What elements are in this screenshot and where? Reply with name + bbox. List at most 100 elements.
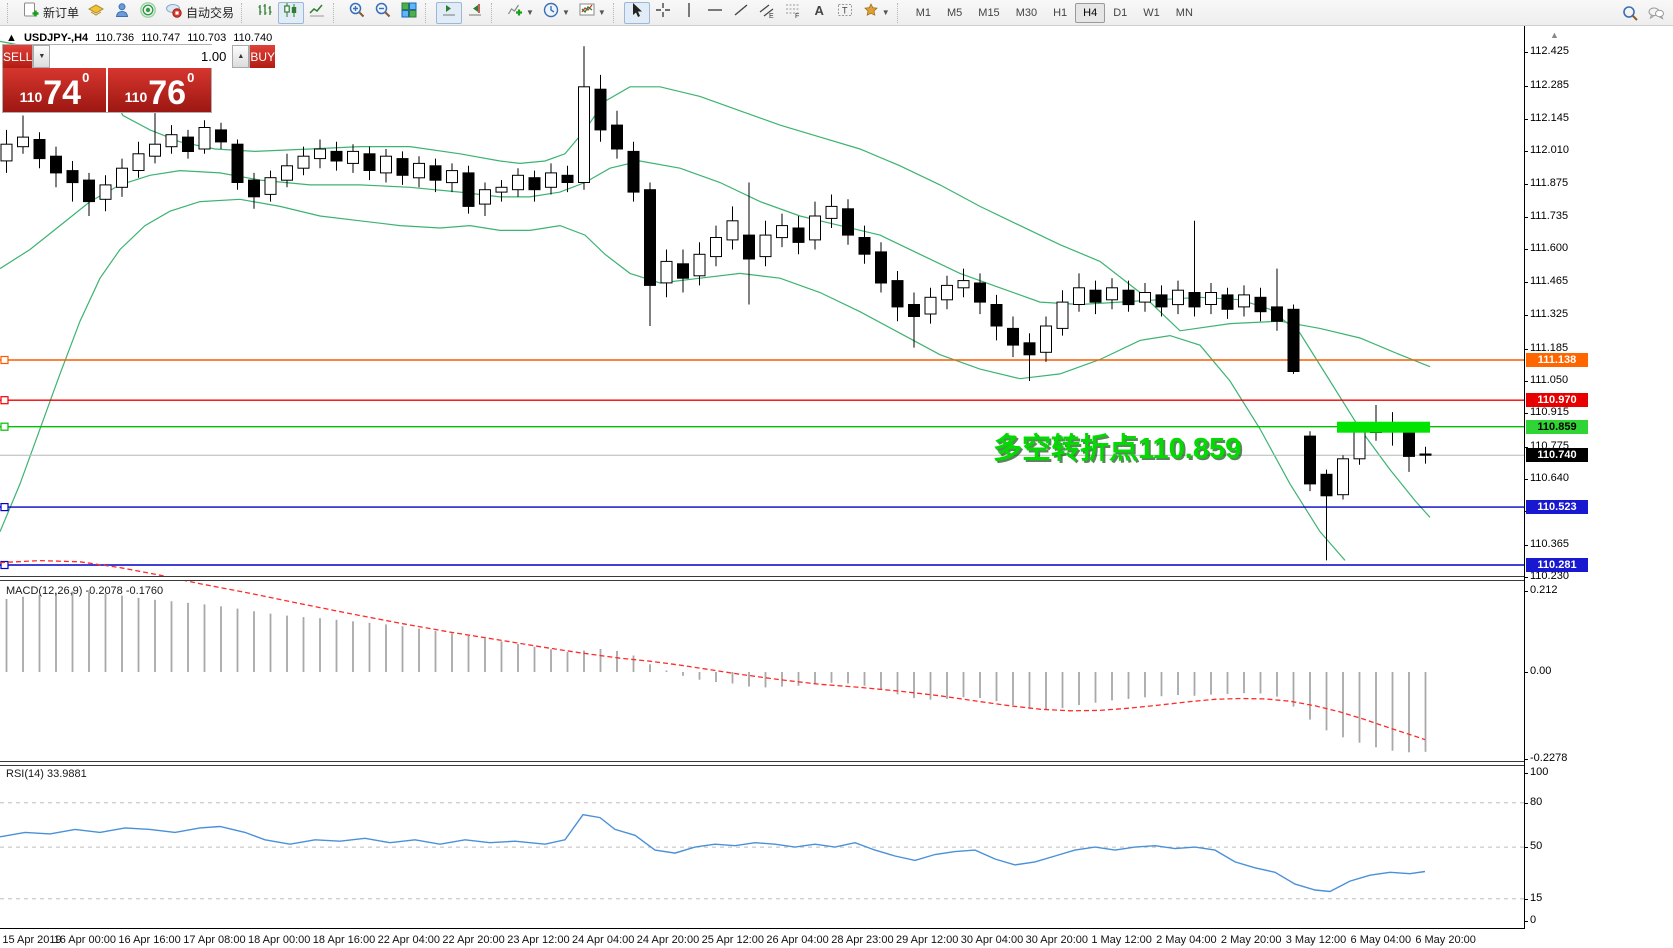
hline-anchor-handle[interactable] bbox=[0, 422, 9, 431]
sell-button[interactable]: SELL bbox=[3, 45, 33, 68]
collapse-marker-icon[interactable]: ▲ bbox=[6, 32, 17, 44]
zoom-in-button[interactable] bbox=[344, 2, 370, 24]
price-chart-canvas bbox=[0, 40, 1524, 900]
one-click-trading-panel: SELL ▼ ▲ BUY 110 74 0 110 76 0 bbox=[2, 44, 276, 113]
zoom-out-icon bbox=[374, 1, 392, 24]
search-button[interactable] bbox=[1617, 2, 1643, 24]
candle-bearish bbox=[248, 179, 260, 198]
new-order-button[interactable]: 新订单 bbox=[18, 2, 83, 24]
signal-icon bbox=[139, 1, 157, 24]
timeframe-button-m5[interactable]: M5 bbox=[947, 6, 963, 19]
svg-text:T: T bbox=[842, 6, 848, 16]
label-button[interactable]: T bbox=[832, 2, 858, 24]
layers-button[interactable] bbox=[83, 2, 109, 24]
tile-windows-button[interactable] bbox=[396, 2, 422, 24]
crosshair-button[interactable] bbox=[650, 2, 676, 24]
bollinger-upper-band bbox=[0, 40, 1431, 368]
fibo-button[interactable]: F bbox=[780, 2, 806, 24]
dropdown-arrow-icon[interactable]: ▼ bbox=[881, 8, 890, 17]
candle-bullish bbox=[825, 205, 838, 219]
rsi-line bbox=[0, 813, 1426, 893]
candle-bullish bbox=[1139, 292, 1151, 303]
buy-price[interactable]: 110 76 0 bbox=[108, 68, 211, 112]
zoom-out-button[interactable] bbox=[370, 2, 396, 24]
channel-button[interactable]: E bbox=[754, 2, 780, 24]
axis-tick-label: 0.00 bbox=[1530, 665, 1552, 677]
hline-anchor-handle[interactable] bbox=[0, 560, 9, 570]
volume-decrease-button[interactable]: ▼ bbox=[33, 45, 51, 68]
buy-price-base: 110 bbox=[124, 89, 148, 105]
current-price-badge: 110.740 bbox=[1526, 448, 1588, 463]
sell-price[interactable]: 110 74 0 bbox=[3, 68, 106, 112]
rsi-pane-divider[interactable] bbox=[0, 761, 1524, 766]
time-axis-label: 15 Apr 2019 bbox=[2, 934, 62, 946]
timeframe-button-m15[interactable]: M15 bbox=[978, 6, 1000, 19]
timeframe-button-mn[interactable]: MN bbox=[1175, 6, 1193, 19]
ohlc-close: 110.740 bbox=[233, 32, 273, 44]
svg-text:A: A bbox=[814, 3, 824, 18]
profile-button[interactable] bbox=[109, 2, 135, 24]
price-axis-border bbox=[1524, 26, 1525, 929]
candle-bullish bbox=[957, 280, 970, 289]
trendline-button[interactable] bbox=[728, 2, 754, 24]
chart-bars-button[interactable] bbox=[252, 2, 278, 24]
time-scale[interactable]: 15 Apr 2019 16 Apr 00:00 16 Apr 16:00 17 Ap… bbox=[0, 930, 1673, 948]
chat-button[interactable] bbox=[1643, 2, 1669, 24]
shapes-button[interactable]: ▼ bbox=[858, 2, 894, 24]
auto-scroll-icon bbox=[440, 1, 458, 24]
vline-button[interactable] bbox=[676, 2, 702, 24]
hline-anchor-handle[interactable] bbox=[0, 355, 9, 365]
candle-bullish bbox=[446, 170, 458, 184]
axis-tick bbox=[1524, 590, 1528, 592]
chart-area[interactable]: ▲ USDJPY-,H4 110.736 110.747 110.703 110… bbox=[0, 26, 1673, 948]
buy-button[interactable]: BUY bbox=[250, 45, 276, 68]
dropdown-arrow-icon[interactable]: ▼ bbox=[526, 8, 534, 17]
profile-icon bbox=[113, 1, 131, 24]
autotrade-button[interactable]: 自动交易 bbox=[161, 2, 238, 24]
candle-bearish bbox=[974, 282, 986, 303]
chart-candles-button[interactable] bbox=[278, 1, 305, 24]
green-highlight-rectangle[interactable] bbox=[1337, 421, 1430, 433]
time-axis-label: 2 May 20:00 bbox=[1220, 934, 1282, 946]
timeframe-button-w1[interactable]: W1 bbox=[1143, 6, 1160, 19]
chart-shift-button[interactable] bbox=[462, 2, 488, 24]
autotrade-icon bbox=[165, 1, 183, 24]
volume-input[interactable] bbox=[50, 45, 233, 68]
timeframe-button-h4[interactable]: H4 bbox=[1075, 2, 1106, 23]
dropdown-arrow-icon[interactable]: ▼ bbox=[597, 8, 606, 17]
time-axis-label: 3 May 12:00 bbox=[1285, 934, 1347, 946]
candle-bearish bbox=[429, 165, 442, 181]
timeframe-button-m1[interactable]: M1 bbox=[915, 6, 931, 19]
text-button[interactable]: A bbox=[806, 2, 832, 24]
volume-increase-button[interactable]: ▲ bbox=[232, 45, 250, 68]
candle-bearish bbox=[891, 280, 904, 308]
axis-tick-label: 111.600 bbox=[1530, 242, 1569, 255]
scroll-to-end-marker[interactable]: ▲ bbox=[1550, 30, 1559, 40]
hline-anchor-handle[interactable] bbox=[0, 503, 9, 512]
candle-bearish bbox=[875, 251, 887, 284]
templates-button[interactable]: ▼ bbox=[574, 2, 610, 24]
hline-button[interactable] bbox=[702, 2, 728, 24]
signal-button[interactable] bbox=[135, 2, 161, 24]
axis-tick-label: 111.325 bbox=[1530, 308, 1569, 321]
turning-point-annotation[interactable]: 多空转折点110.859 bbox=[993, 433, 1242, 465]
hline-anchor-handle[interactable] bbox=[0, 396, 9, 405]
toolbar-separator bbox=[896, 2, 904, 23]
cursor-button[interactable] bbox=[623, 1, 650, 24]
time-axis-label: 18 Apr 16:00 bbox=[312, 934, 376, 946]
dropdown-arrow-icon[interactable]: ▼ bbox=[561, 8, 570, 17]
templates-icon bbox=[578, 1, 596, 24]
axis-tick bbox=[1524, 802, 1528, 804]
chart-line-button[interactable] bbox=[304, 2, 330, 24]
auto-scroll-button[interactable] bbox=[436, 1, 463, 24]
indicators-button[interactable]: ▼ bbox=[502, 2, 538, 24]
timeframe-button-h1[interactable]: H1 bbox=[1053, 6, 1068, 19]
periods-button[interactable]: ▼ bbox=[538, 2, 574, 24]
hline-price-badge: 110.523 bbox=[1526, 500, 1588, 515]
layers-icon bbox=[87, 1, 105, 24]
candle-bullish bbox=[1106, 287, 1118, 301]
timeframe-button-m30[interactable]: M30 bbox=[1015, 6, 1038, 19]
timeframe-button-d1[interactable]: D1 bbox=[1113, 6, 1128, 19]
macd-pane-divider[interactable] bbox=[0, 576, 1524, 581]
